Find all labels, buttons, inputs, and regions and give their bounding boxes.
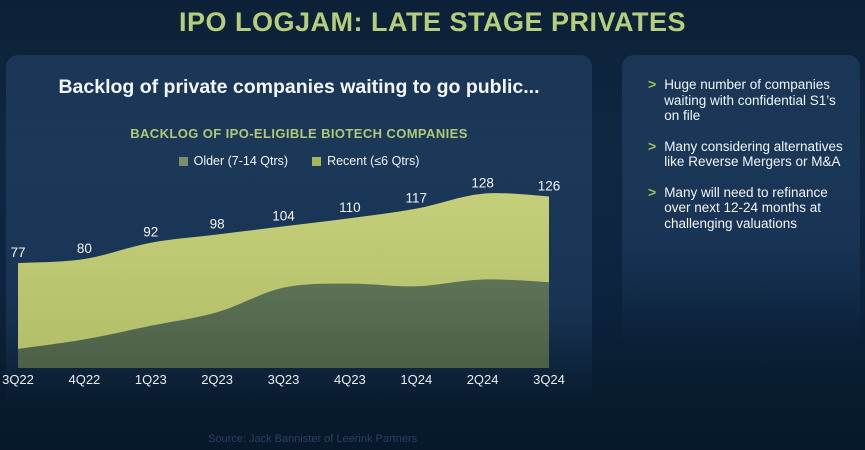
chevron-right-icon: > xyxy=(648,76,657,92)
value-label: 80 xyxy=(77,241,92,256)
source-note: Source: Jack Bannister of Leerink Partne… xyxy=(208,433,418,445)
chevron-right-icon: > xyxy=(648,137,657,154)
x-axis-label: 2Q23 xyxy=(201,372,233,387)
bullet-item: > Huge number of companies waiting with … xyxy=(648,76,844,124)
chart-title: BACKLOG OF IPO-ELIGIBLE BIOTECH COMPANIE… xyxy=(130,126,468,141)
bullet-item: > Many considering alternatives like Rev… xyxy=(648,137,844,170)
bullet-text: Many will need to refinance over next 12… xyxy=(664,184,828,231)
value-label: 110 xyxy=(339,200,361,215)
x-axis-label: 1Q24 xyxy=(400,372,432,387)
x-axis-label: 3Q23 xyxy=(268,372,300,387)
older-area xyxy=(18,279,549,368)
chart-legend: Older (7-14 Qtrs) Recent (≤6 Qtrs) xyxy=(6,154,592,168)
legend-label-recent: Recent (≤6 Qtrs) xyxy=(327,154,420,168)
x-axis-label: 1Q23 xyxy=(135,372,167,387)
value-label: 117 xyxy=(406,191,428,206)
value-label: 77 xyxy=(10,245,25,260)
x-axis-label: 3Q24 xyxy=(533,372,565,387)
value-label: 92 xyxy=(143,225,158,240)
bullet-text: Many considering alternatives like Rever… xyxy=(664,138,843,170)
legend-label-older: Older (7-14 Qtrs) xyxy=(193,154,289,168)
value-label: 98 xyxy=(210,217,225,232)
key-points-panel: > Huge number of companies waiting with … xyxy=(622,55,860,347)
value-label: 104 xyxy=(272,208,295,223)
legend-item-older: Older (7-14 Qtrs) xyxy=(178,154,289,168)
legend-item-recent: Recent (≤6 Qtrs) xyxy=(312,154,419,168)
x-axis-label: 4Q23 xyxy=(334,372,366,387)
page-title: IPO LOGJAM: LATE STAGE PRIVATES xyxy=(178,7,687,37)
bullet-text: Huge number of companies waiting with co… xyxy=(664,77,836,123)
value-label: 126 xyxy=(538,178,561,193)
chevron-right-icon: > xyxy=(648,183,657,200)
x-axis-label: 3Q22 xyxy=(2,372,34,387)
legend-swatch-recent-icon xyxy=(312,156,322,166)
stacked-area-chart: 77 80 92 98 104 110 117 128 126 3Q22 4Q22 1Q23 2Q23 3… xyxy=(2,176,565,387)
x-axis-label: 4Q22 xyxy=(68,372,100,387)
value-label: 128 xyxy=(471,176,494,191)
bullet-item: > Many will need to refinance over next … xyxy=(648,183,844,232)
legend-swatch-older-icon xyxy=(178,156,188,166)
x-axis-label: 2Q24 xyxy=(467,372,499,387)
chart-panel-heading: Backlog of private companies waiting to … xyxy=(58,76,540,98)
